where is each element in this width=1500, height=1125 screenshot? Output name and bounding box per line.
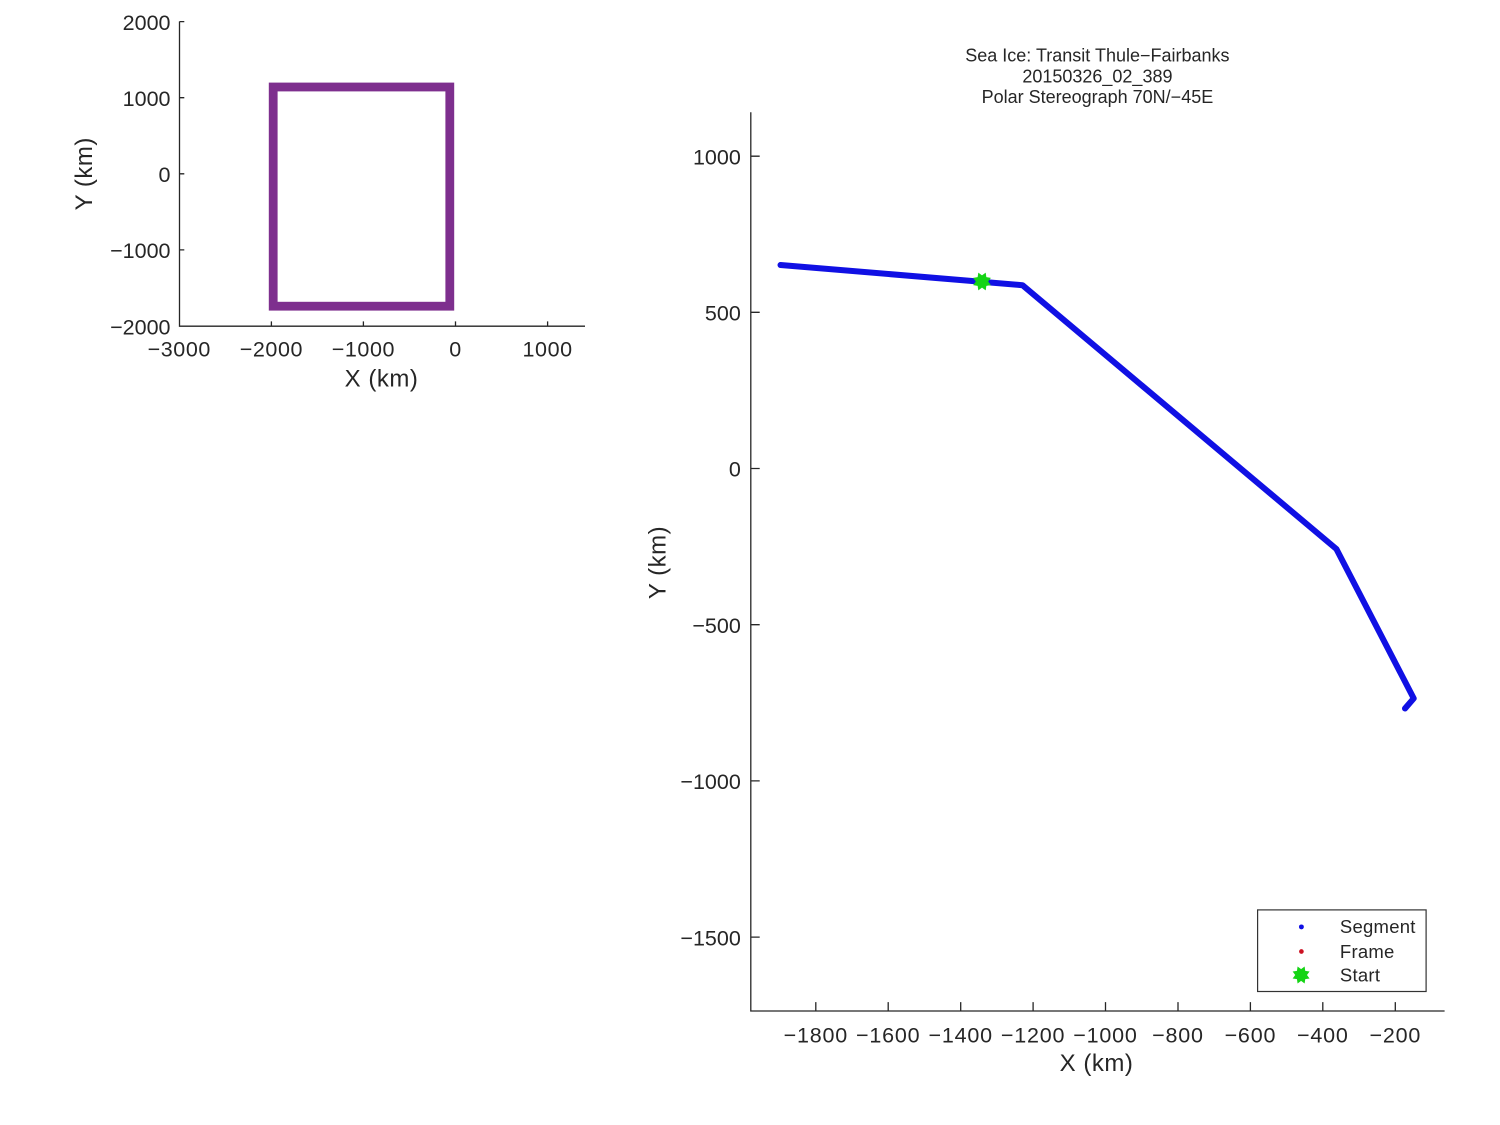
svg-text:−200: −200	[1369, 1024, 1421, 1048]
svg-text:−500: −500	[692, 614, 740, 638]
svg-text:Sea Ice: Transit Thule−Fairban: Sea Ice: Transit Thule−Fairbanks	[965, 46, 1229, 66]
svg-text:−1400: −1400	[929, 1024, 993, 1048]
svg-text:−400: −400	[1297, 1024, 1349, 1048]
svg-text:−3000: −3000	[148, 338, 211, 362]
svg-text:1000: 1000	[123, 87, 171, 111]
svg-text:Frame: Frame	[1340, 941, 1395, 962]
svg-text:−1800: −1800	[784, 1024, 848, 1048]
svg-text:−1500: −1500	[680, 926, 740, 950]
svg-text:Y (km): Y (km)	[644, 526, 671, 599]
svg-text:500: 500	[705, 302, 741, 326]
svg-text:−1200: −1200	[1001, 1024, 1065, 1048]
svg-text:−1600: −1600	[856, 1024, 920, 1048]
svg-text:X (km): X (km)	[345, 365, 419, 392]
svg-text:−1000: −1000	[110, 239, 170, 263]
svg-text:Polar Stereograph 70N/−45E: Polar Stereograph 70N/−45E	[982, 87, 1214, 107]
svg-text:−2000: −2000	[110, 315, 170, 339]
svg-text:Start: Start	[1340, 964, 1380, 985]
svg-text:1000: 1000	[693, 145, 741, 169]
svg-text:Y (km): Y (km)	[71, 137, 98, 210]
svg-text:−1000: −1000	[680, 770, 740, 794]
svg-text:2000: 2000	[123, 11, 171, 35]
svg-text:−600: −600	[1225, 1024, 1277, 1048]
svg-text:−1000: −1000	[1073, 1024, 1137, 1048]
svg-text:−2000: −2000	[240, 338, 303, 362]
svg-text:0: 0	[729, 458, 741, 482]
svg-text:0: 0	[159, 163, 171, 187]
svg-text:1000: 1000	[522, 338, 572, 362]
svg-text:20150326_02_389: 20150326_02_389	[1022, 66, 1172, 87]
svg-text:−800: −800	[1152, 1024, 1204, 1048]
svg-text:X (km): X (km)	[1060, 1050, 1134, 1077]
svg-text:0: 0	[449, 338, 462, 362]
svg-text:Segment: Segment	[1340, 916, 1416, 937]
svg-text:−1000: −1000	[332, 338, 395, 362]
